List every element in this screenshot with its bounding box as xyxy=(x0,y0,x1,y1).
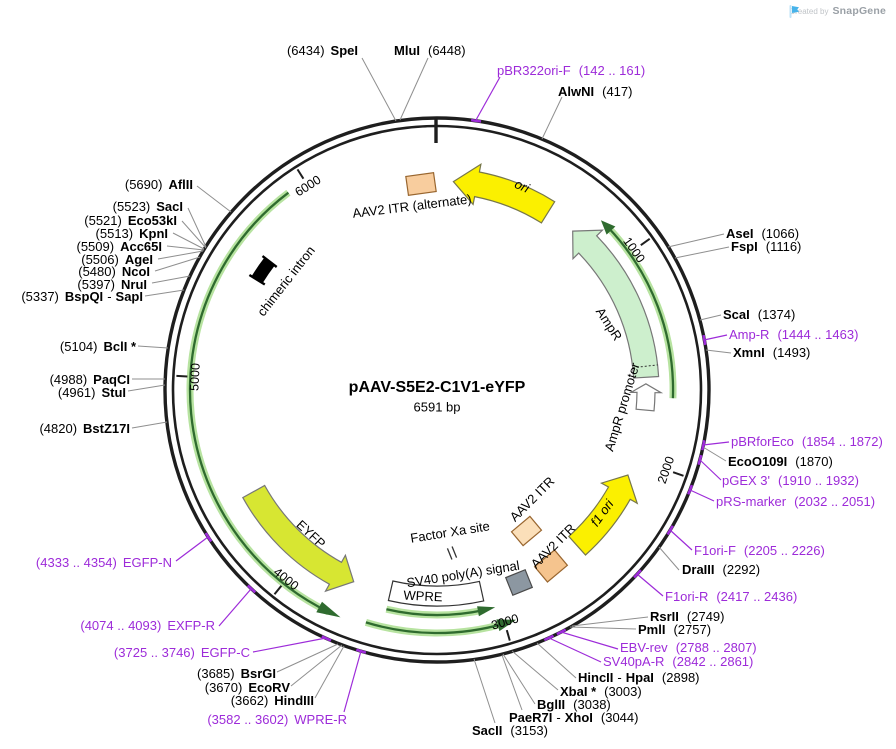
feature-ampr-arrow xyxy=(572,229,660,379)
primer-label-exfp-r: (4074 .. 4093) EXFP-R xyxy=(80,618,215,633)
orf-arc-bottom-2 xyxy=(364,619,517,637)
primer-ticks xyxy=(204,118,707,654)
credit-prefix: Created by xyxy=(789,6,829,16)
site-label-bcli: (5104) BclI * xyxy=(59,339,136,354)
plasmid-title: pAAV-S5E2-C1V1-eYFP xyxy=(348,379,526,396)
ampr-signal-boundary xyxy=(632,364,658,369)
feature-chimeric-intron-bar xyxy=(248,255,278,286)
site-label-ecoo109i: EcoO109I (1870) xyxy=(728,454,833,469)
site-label-eco53ki: (5521) Eco53kI xyxy=(84,213,177,228)
primer-label-pbrforeco: pBRforEco (1854 .. 1872) xyxy=(731,434,883,449)
orf-arc-left xyxy=(186,189,341,618)
primer-label-sv40pa-r: SV40pA-R (2842 .. 2861) xyxy=(603,654,754,669)
feature-aav2-itr-box-1 xyxy=(510,515,543,547)
site-label-spei: (6434) SpeI xyxy=(286,43,358,58)
site-label-xbai: XbaI * (3003) xyxy=(560,684,642,699)
site-label-scai: ScaI (1374) xyxy=(723,307,796,322)
site-label-pmli: PmlI (2757) xyxy=(638,622,712,637)
site-label-alwni: AlwNI (417) xyxy=(558,84,633,99)
primer-label-wpre-r: (3582 .. 3602) WPRE-R xyxy=(207,712,347,727)
site-label-draiii: DraIII (2292) xyxy=(682,562,761,577)
site-label-paer7i-xhoi: PaeR7I - XhoI (3044) xyxy=(509,710,639,725)
feature-label-wpre: WPRE xyxy=(403,587,443,605)
site-label-hindiii: (3662) HindIII xyxy=(230,693,314,708)
feature-wpre-band xyxy=(387,580,485,607)
primer-leader-lines xyxy=(175,76,730,713)
scale-ticks xyxy=(176,168,684,641)
site-label-bglii: BglII (3038) xyxy=(537,697,611,712)
tick-label-5000: 5000 xyxy=(187,362,203,392)
site-label-rsrii: RsrII (2749) xyxy=(650,609,725,624)
site-label-fspi: FspI (1116) xyxy=(731,239,802,254)
feature-f1ori-arrow xyxy=(567,474,639,556)
site-label-xmni: XmnI (1493) xyxy=(733,345,811,360)
primer-label-pgex-3: pGEX 3' (1910 .. 1932) xyxy=(722,473,859,488)
primer-label-f1ori-f: F1ori-F (2205 .. 2226) xyxy=(694,543,825,558)
snapgene-logo-icon xyxy=(789,5,800,18)
feature-eyfp-arrow xyxy=(241,484,355,593)
primer-label-egfp-n: (4333 .. 4354) EGFP-N xyxy=(35,555,172,570)
primer-label-ebv-rev: EBV-rev (2788 .. 2807) xyxy=(620,640,757,655)
site-label-ecorv: (3670) EcoRV xyxy=(204,680,290,695)
factor-xa-tick xyxy=(446,546,458,560)
site-label-aflii: (5690) AflII xyxy=(124,177,193,192)
feature-sv40-polya-box xyxy=(504,568,534,597)
site-leader-lines xyxy=(127,57,732,724)
feature-aav2-itr-alternate-box xyxy=(405,171,437,197)
primer-label-egfp-c: (3725 .. 3746) EGFP-C xyxy=(113,645,250,660)
primer-label-amp-r: Amp-R (1444 .. 1463) xyxy=(729,327,859,342)
site-label-mlui: MluI (6448) xyxy=(394,43,466,58)
site-label-agei: (5506) AgeI xyxy=(81,252,153,267)
site-label-bstz17i: (4820) BstZ17I xyxy=(39,421,130,436)
site-label-hincii-hpai: HincII - HpaI (2898) xyxy=(578,670,700,685)
feature-ampr-promoter-arrow xyxy=(628,383,664,412)
snapgene-credit: Created by SnapGene xyxy=(789,5,886,18)
primer-label-pbr322ori-f: pBR322ori-F (142 .. 161) xyxy=(497,63,646,78)
credit-brand: SnapGene xyxy=(832,5,886,17)
orf-arc-bottom-1 xyxy=(385,605,496,619)
site-label-sacii: SacII (3153) xyxy=(472,723,548,738)
site-label-kpni: (5513) KpnI xyxy=(95,226,168,241)
feature-ori-arrow xyxy=(452,162,556,224)
site-label-nrui: (5397) NruI xyxy=(77,277,147,292)
site-label-bsrgi: (3685) BsrGI xyxy=(197,666,276,681)
site-label-stui: (4961) StuI xyxy=(57,385,126,400)
site-label-asei: AseI (1066) xyxy=(726,226,800,241)
site-label-ncoi: (5480) NcoI xyxy=(78,264,150,279)
site-label-bspqi-sapi: (5337) BspQI - SapI xyxy=(21,289,143,304)
feature-aav2-itr-box-2 xyxy=(533,549,569,583)
primer-label-f1ori-r: F1ori-R (2417 .. 2436) xyxy=(665,589,798,604)
plasmid-length: 6591 bp xyxy=(413,399,461,415)
site-label-acc65i: (5509) Acc65I xyxy=(76,239,163,254)
orf-arc-ampr xyxy=(600,220,677,399)
site-label-saci: (5523) SacI xyxy=(112,199,183,214)
site-label-paqci: (4988) PaqCI xyxy=(49,372,130,387)
primer-label-prs-marker: pRS-marker (2032 .. 2051) xyxy=(716,494,876,509)
